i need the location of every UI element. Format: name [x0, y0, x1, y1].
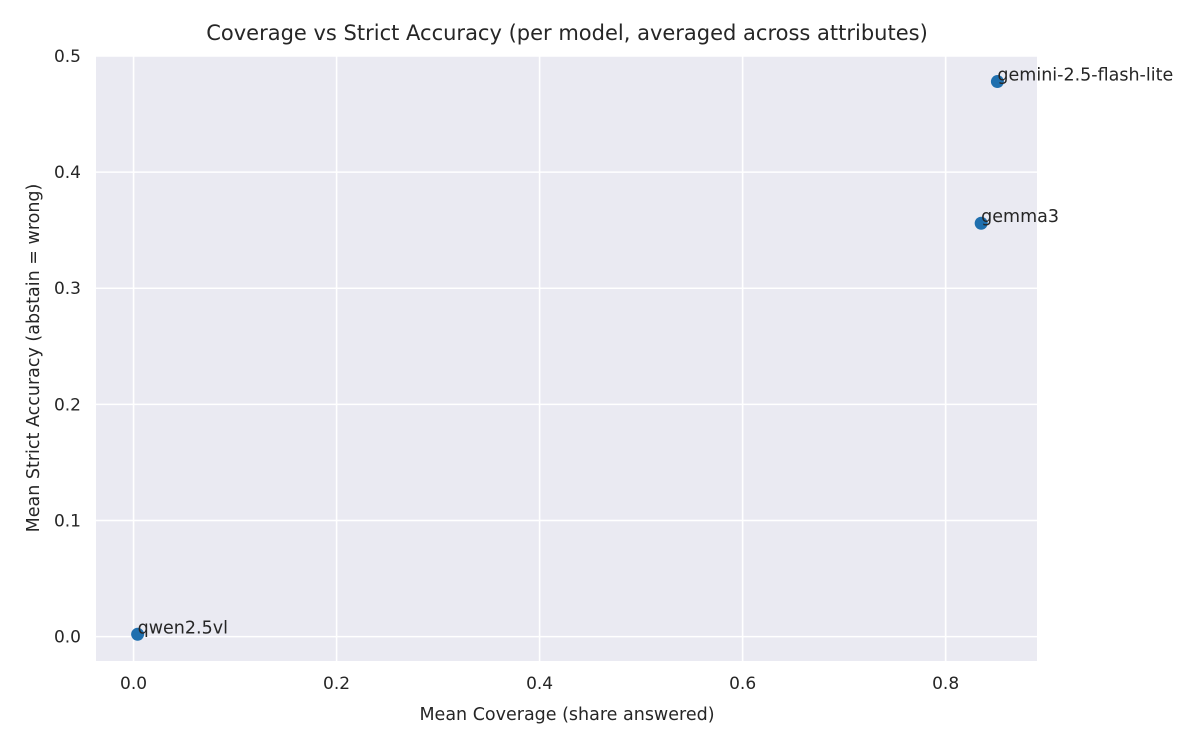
x-tick-label: 0.0 [120, 674, 147, 694]
chart-title: Coverage vs Strict Accuracy (per model, … [206, 21, 928, 45]
y-tick-label: 0.0 [54, 628, 81, 648]
y-gridlines [96, 55, 1037, 638]
y-tick-label: 0.2 [54, 395, 81, 415]
y-axis-label: Mean Strict Accuracy (abstain = wrong) [24, 184, 44, 533]
data-points [131, 75, 1004, 641]
x-gridlines [132, 56, 947, 661]
y-tick-label: 0.5 [54, 47, 81, 67]
y-tick-label: 0.3 [54, 279, 81, 299]
x-tick-label: 0.8 [932, 674, 959, 694]
y-tick-label: 0.1 [54, 511, 81, 531]
plot-area [96, 56, 1037, 661]
y-tick-label: 0.4 [54, 163, 81, 183]
x-tick-labels: 0.0 0.2 0.4 0.6 0.8 [120, 674, 959, 694]
x-axis-label: Mean Coverage (share answered) [419, 705, 714, 725]
data-point-label: gemma3 [981, 207, 1059, 227]
data-point-label: qwen2.5vl [138, 618, 228, 638]
data-point [990, 75, 1004, 89]
x-tick-label: 0.2 [323, 674, 350, 694]
y-tick-labels: 0.0 0.1 0.2 0.3 0.4 0.5 [54, 47, 81, 648]
data-point [974, 216, 988, 230]
data-point-label: gemini-2.5-flash-lite [997, 66, 1173, 86]
x-tick-label: 0.4 [526, 674, 553, 694]
point-labels: gemini-2.5-flash-lite gemma3 qwen2.5vl [138, 66, 1174, 639]
data-point [131, 627, 145, 641]
x-tick-label: 0.6 [729, 674, 756, 694]
